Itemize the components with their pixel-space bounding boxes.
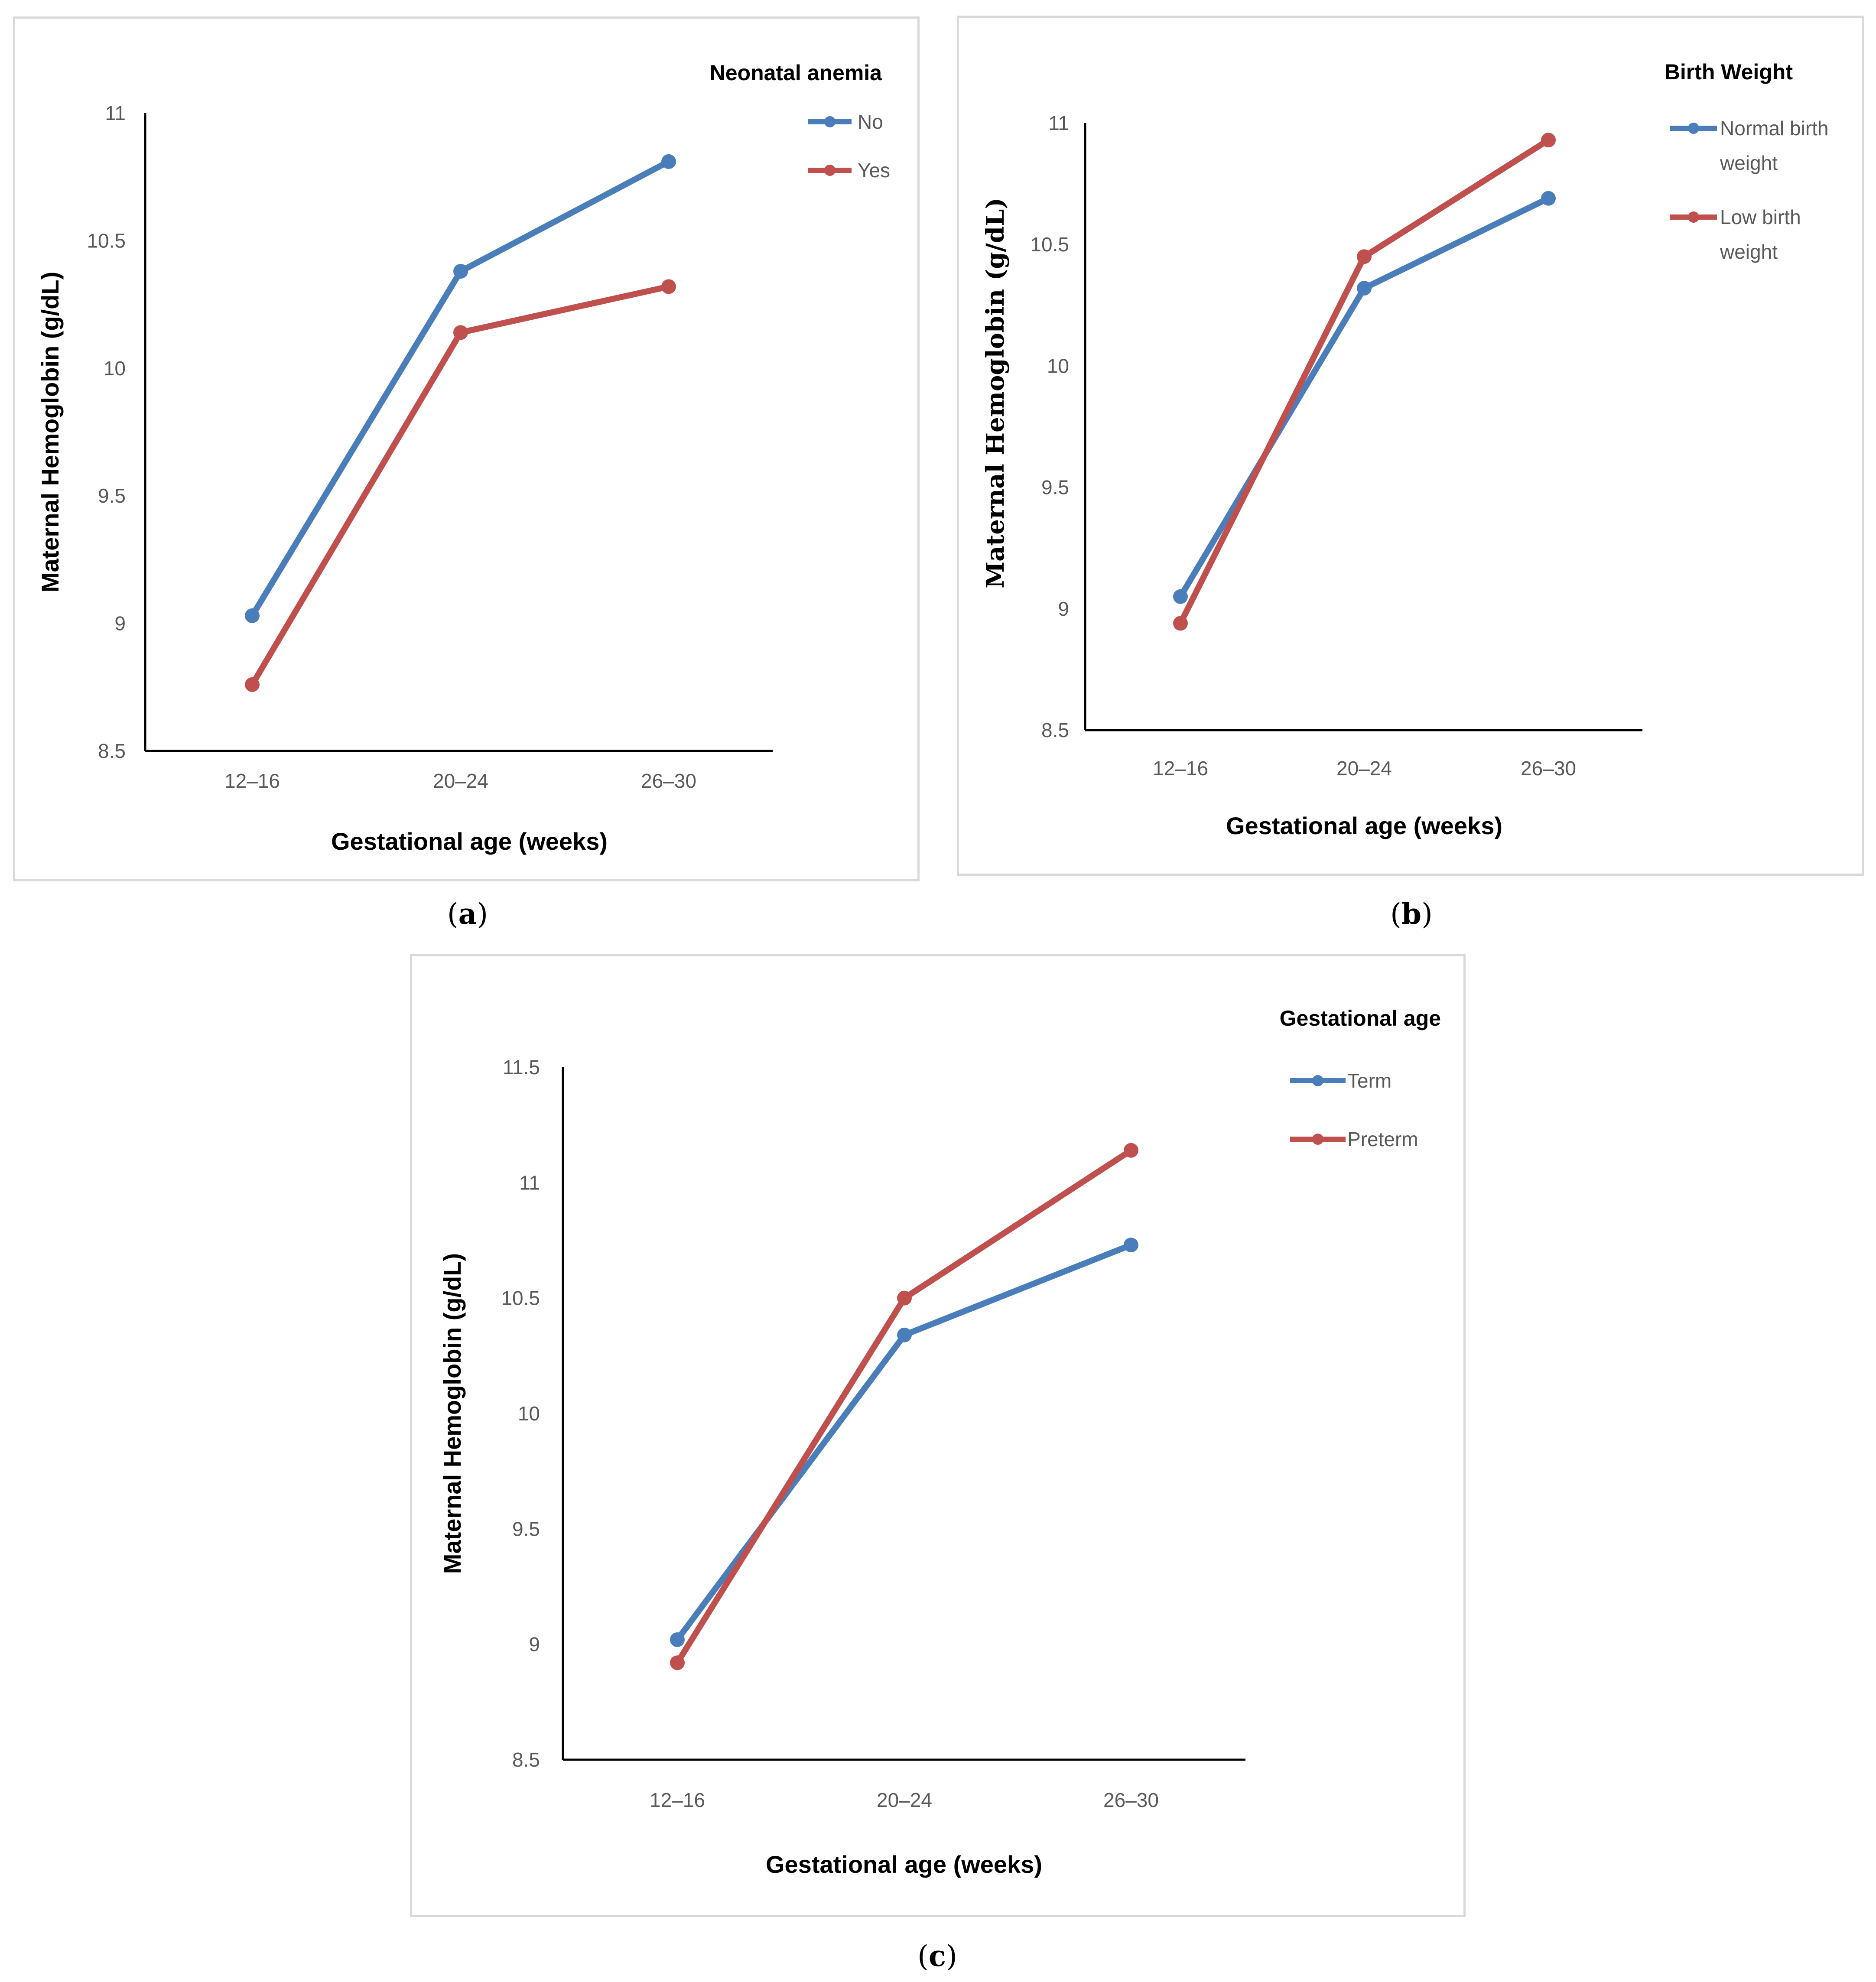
data-point — [245, 677, 260, 692]
legend-label: Preterm — [1347, 1128, 1418, 1150]
legend-label-line: No — [858, 110, 883, 133]
series-line-low-birth-weight — [1177, 137, 1551, 627]
x-tick-label: 12–16 — [1153, 757, 1208, 780]
chart-c: 8.5 9 9.5 10 10.5 11 11.5 12–16 20–24 26–30 Gestat… — [439, 1006, 1441, 1878]
caption-c: (c) — [917, 1939, 957, 1973]
data-point — [245, 608, 260, 623]
data-point — [1357, 249, 1372, 264]
y-tick-label: 9.5 — [512, 1517, 540, 1540]
x-tick-label: 20–24 — [1336, 757, 1392, 780]
data-point — [1173, 616, 1188, 631]
x-tick-label: 20–24 — [433, 770, 488, 792]
legend-title: Gestational age — [1280, 1006, 1441, 1030]
data-point — [661, 154, 676, 169]
chart-panel-c: 8.5 9 9.5 10 10.5 11 11.5 12–16 20–24 26–30 Gestat… — [410, 954, 1466, 1917]
legend-label: Yes — [858, 159, 890, 182]
data-point — [670, 1655, 685, 1670]
data-point — [897, 1290, 912, 1306]
y-tick-label: 11 — [105, 102, 126, 124]
x-tick-label: 26–30 — [641, 770, 696, 792]
y-tick-label: 9 — [1058, 598, 1069, 620]
y-tick-label: 8.5 — [512, 1748, 540, 1771]
y-tick-label: 9 — [114, 612, 126, 635]
y-tick-label: 9.5 — [98, 484, 126, 507]
x-tick-label: 12–16 — [224, 770, 280, 792]
data-point — [1124, 1143, 1138, 1158]
caption-c-letter: c — [928, 1939, 946, 1973]
y-tick-label: 9.5 — [1041, 476, 1069, 499]
legend-label: Term — [1347, 1069, 1392, 1092]
y-tick-label: 10 — [104, 357, 126, 380]
data-point — [1173, 589, 1188, 604]
legend-label-line: weight — [1720, 152, 1778, 174]
y-tick-label: 11 — [1048, 112, 1069, 134]
legend-label-line: Normal birth — [1720, 117, 1829, 140]
x-tick-label: 26–30 — [1103, 1789, 1159, 1811]
y-tick-label: 10 — [1047, 354, 1069, 377]
x-axis-title: Gestational age (weeks) — [1226, 812, 1502, 839]
legend-swatch-marker — [824, 116, 836, 127]
data-point — [453, 325, 468, 340]
legend-title: Neonatal anemia — [710, 61, 883, 85]
y-tick-label: 8.5 — [98, 740, 126, 762]
y-axis-title: Maternal Hemoglobin (g/dL) — [439, 1253, 466, 1574]
chart-b: 8.5 9 9.5 10 10.5 11 12–16 20–24 26–30 Gestationa… — [981, 60, 1829, 839]
legend-label-line: Term — [1347, 1069, 1392, 1092]
series-line-yes — [249, 283, 672, 688]
legend-label-line: Low birth — [1720, 206, 1801, 228]
legend-title: Birth Weight — [1665, 60, 1793, 84]
chart-panel-b: 8.5 9 9.5 10 10.5 11 12–16 20–24 26–30 Gestationa… — [957, 16, 1864, 876]
legend-label: No — [858, 110, 883, 133]
legend-label-line: Yes — [858, 159, 890, 182]
y-tick-label: 9 — [529, 1633, 540, 1656]
y-tick-label: 10.5 — [501, 1287, 540, 1309]
data-point — [1357, 281, 1372, 296]
data-point — [897, 1327, 912, 1342]
y-tick-label: 11 — [519, 1171, 540, 1194]
legend-label: Normal birth weight — [1720, 117, 1829, 174]
x-tick-label: 12–16 — [650, 1789, 705, 1811]
data-point — [661, 279, 676, 294]
x-tick-label: 26–30 — [1521, 757, 1576, 780]
data-point — [453, 264, 468, 279]
y-axis-title: Maternal Hemoglobin (g/dL) — [36, 272, 64, 592]
series-line-no — [249, 158, 672, 619]
caption-a-letter: a — [458, 897, 477, 931]
x-tick-label: 20–24 — [877, 1789, 932, 1811]
y-tick-label: 8.5 — [1041, 719, 1069, 741]
caption-b: (b) — [1390, 897, 1433, 931]
legend-label-line: weight — [1720, 240, 1778, 263]
series-line-preterm — [674, 1147, 1134, 1666]
x-axis-title: Gestational age (weeks) — [766, 1851, 1042, 1878]
data-point — [1541, 191, 1556, 206]
y-tick-label: 10 — [518, 1402, 540, 1425]
caption-a: (a) — [447, 897, 488, 931]
data-point — [1541, 133, 1556, 148]
y-tick-label: 11.5 — [503, 1056, 540, 1079]
caption-b-letter: b — [1401, 897, 1422, 931]
y-axis-title: Maternal Hemoglobin (g/dL) — [981, 198, 1010, 588]
y-tick-label: 10.5 — [87, 229, 126, 252]
legend-swatch-marker — [824, 165, 836, 176]
legend-swatch-marker — [1312, 1075, 1323, 1086]
legend-swatch-marker — [1688, 211, 1699, 223]
chart-a: 8.5 9 9.5 10 10.5 11 12–16 20–24 26–30 Gestationa… — [36, 61, 890, 855]
legend-swatch-marker — [1688, 123, 1699, 134]
x-axis-title: Gestational age (weeks) — [331, 828, 608, 855]
data-point — [1124, 1238, 1138, 1253]
legend-label-line: Preterm — [1347, 1128, 1418, 1150]
legend-label: Low birth weight — [1720, 206, 1801, 263]
legend-swatch-marker — [1312, 1134, 1323, 1145]
data-point — [670, 1632, 685, 1647]
chart-panel-a: 8.5 9 9.5 10 10.5 11 12–16 20–24 26–30 Gestationa… — [13, 16, 920, 881]
y-tick-label: 10.5 — [1030, 233, 1069, 256]
